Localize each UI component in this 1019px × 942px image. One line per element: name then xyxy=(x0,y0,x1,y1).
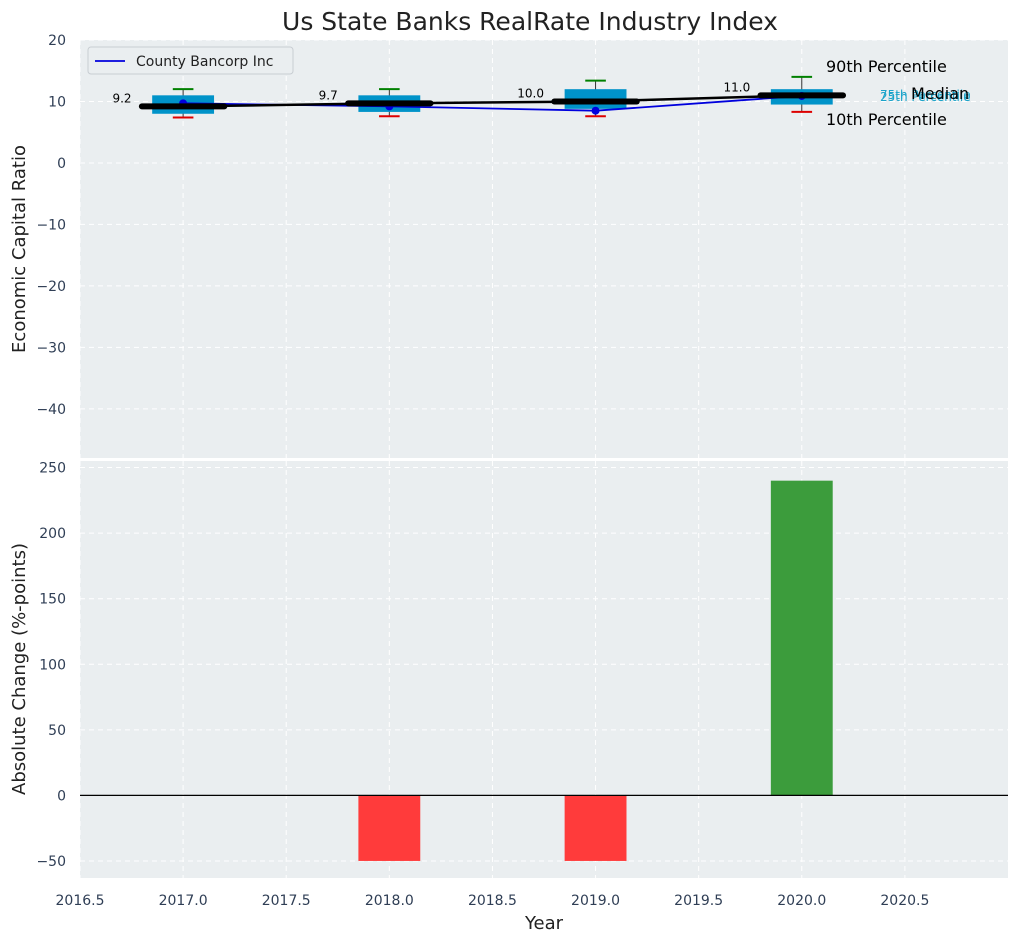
x-ticks: 2016.5 2017.0 2017.5 2018.0 2018.5 2019.0 2019… xyxy=(56,893,930,909)
median-trend-line xyxy=(183,94,802,108)
bar-panel-y-tick-label: 250 xyxy=(39,461,66,477)
bar-panel-y-tick-label: −50 xyxy=(36,854,66,870)
change-bars xyxy=(358,480,833,861)
legend-box xyxy=(87,46,294,75)
change-bar xyxy=(358,795,421,861)
x-tick-label: 2020.0 xyxy=(777,893,826,909)
bar-panel-y-tick-label: 50 xyxy=(48,723,66,739)
box-panel-y-tick-label: −20 xyxy=(36,279,66,295)
p90-label: 90th Percentile xyxy=(826,57,947,76)
x-tick-label: 2019.0 xyxy=(571,893,620,909)
box-panel-y-ticks: 20 10 0 −10 −20 −30 −40 xyxy=(36,33,66,418)
median-value-label: 9.7 xyxy=(319,88,338,102)
bar-panel-y-tick-label: 200 xyxy=(39,526,66,542)
bar-panel-y-axis-label: Absolute Change (%-points) xyxy=(9,543,30,795)
box-panel-y-tick-label: 20 xyxy=(48,33,66,49)
box-panel-y-axis-label: Economic Capital Ratio xyxy=(9,145,30,353)
x-tick-label: 2018.0 xyxy=(365,893,414,909)
bar-panel-background xyxy=(80,461,1008,878)
box-panel: 20 10 0 −10 −20 −30 −40 9.2 9.7 10.0 11.0 90th Pe… xyxy=(9,33,1008,458)
median-value-labels: 9.2 9.7 10.0 11.0 xyxy=(112,80,750,105)
bar-panel-y-ticks: 250 200 150 100 50 0 −50 xyxy=(36,461,66,870)
p25-label: 25th Percentile xyxy=(880,90,971,104)
median-value-label: 9.2 xyxy=(112,91,131,105)
median-value-label: 11.0 xyxy=(724,80,751,94)
x-tick-label: 2017.5 xyxy=(262,893,311,909)
bar-panel-y-tick-label: 0 xyxy=(57,788,66,804)
x-tick-label: 2017.0 xyxy=(159,893,208,909)
p10-label: 10th Percentile xyxy=(826,110,947,129)
x-axis-label: Year xyxy=(524,913,564,934)
box-panel-y-tick-label: 10 xyxy=(48,94,66,110)
x-tick-label: 2020.5 xyxy=(880,893,929,909)
x-tick-label: 2016.5 xyxy=(56,893,105,909)
bar-panel-grid xyxy=(79,461,1008,878)
box-panel-y-tick-label: 0 xyxy=(57,156,66,172)
median-lines xyxy=(138,92,847,110)
legend: County Bancorp Inc xyxy=(87,46,294,75)
bar-panel-y-tick-label: 100 xyxy=(39,657,66,673)
series-point xyxy=(591,106,600,115)
p75-label: 75th Percentile xyxy=(880,88,971,102)
change-bar xyxy=(564,795,627,861)
box-panel-y-tick-label: −30 xyxy=(36,340,66,356)
change-bar xyxy=(770,480,833,796)
median-value-label: 10.0 xyxy=(517,86,544,100)
x-tick-label: 2018.5 xyxy=(468,893,517,909)
legend-entry: County Bancorp Inc xyxy=(136,54,273,70)
x-tick-label: 2019.5 xyxy=(674,893,723,909)
median-label: Median xyxy=(911,84,969,103)
bar-panel-y-tick-label: 150 xyxy=(39,592,66,608)
box-panel-y-tick-label: −10 xyxy=(36,217,66,233)
chart-title: Us State Banks RealRate Industry Index xyxy=(282,7,778,36)
box-panel-y-tick-label: −40 xyxy=(36,402,66,418)
